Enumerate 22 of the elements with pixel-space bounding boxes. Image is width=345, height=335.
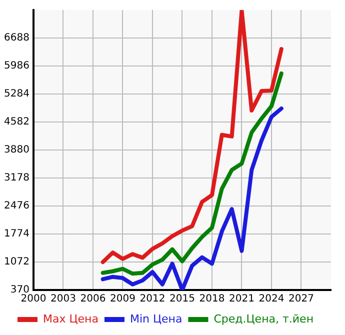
y-tick-label: 4582 [4,116,30,128]
x-tick-label: 2000 [20,294,46,305]
y-tick-label: 3880 [4,144,30,156]
y-tick-label: 5986 [4,60,30,72]
x-tick-label: 2018 [199,294,225,305]
y-tick-label: 2476 [4,200,30,212]
x-tick-label: 2012 [140,294,166,305]
y-tick-label: 1072 [4,256,30,268]
legend-label: Min Цена [130,312,182,326]
x-tick-label: 2006 [80,294,106,305]
y-tick-label: 5284 [4,88,30,100]
x-tick-label: 2009 [110,294,136,305]
x-tick-label: 2003 [50,294,76,305]
x-tick-label: 2027 [288,294,314,305]
x-tick-label: 2021 [229,294,254,305]
y-tick-label: 3178 [4,172,30,184]
x-tick-label: 2015 [170,294,195,305]
y-tick-label: 6688 [4,32,30,44]
legend-label: Сред.Цена, т.йен [214,312,314,326]
legend-label: Max Цена [42,312,98,326]
y-tick-label: 1774 [4,228,30,240]
x-tick-label: 2024 [258,294,284,305]
